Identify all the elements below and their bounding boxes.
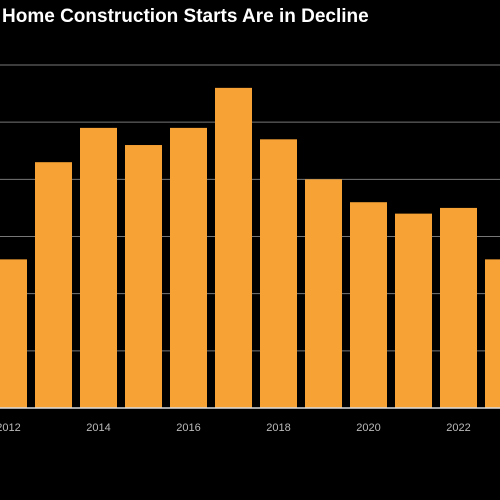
bar — [125, 145, 162, 409]
bar — [395, 213, 432, 408]
bar — [215, 87, 252, 408]
x-tick-label: 2018 — [266, 422, 290, 434]
bar — [260, 139, 297, 409]
x-tick-label: 2020 — [356, 422, 380, 434]
chart-title: Home Construction Starts Are in Decline — [2, 6, 369, 27]
bar — [170, 127, 207, 408]
bar — [305, 179, 342, 408]
bar — [350, 202, 387, 408]
bar — [35, 162, 72, 408]
x-tick-label: 2022 — [446, 422, 470, 434]
x-tick-label: 2016 — [176, 422, 200, 434]
bar — [80, 127, 117, 408]
bar — [440, 207, 477, 408]
x-tick-label: 2014 — [86, 422, 110, 434]
bar — [485, 259, 500, 408]
x-tick-label: 2012 — [0, 422, 21, 434]
bar — [0, 259, 27, 408]
